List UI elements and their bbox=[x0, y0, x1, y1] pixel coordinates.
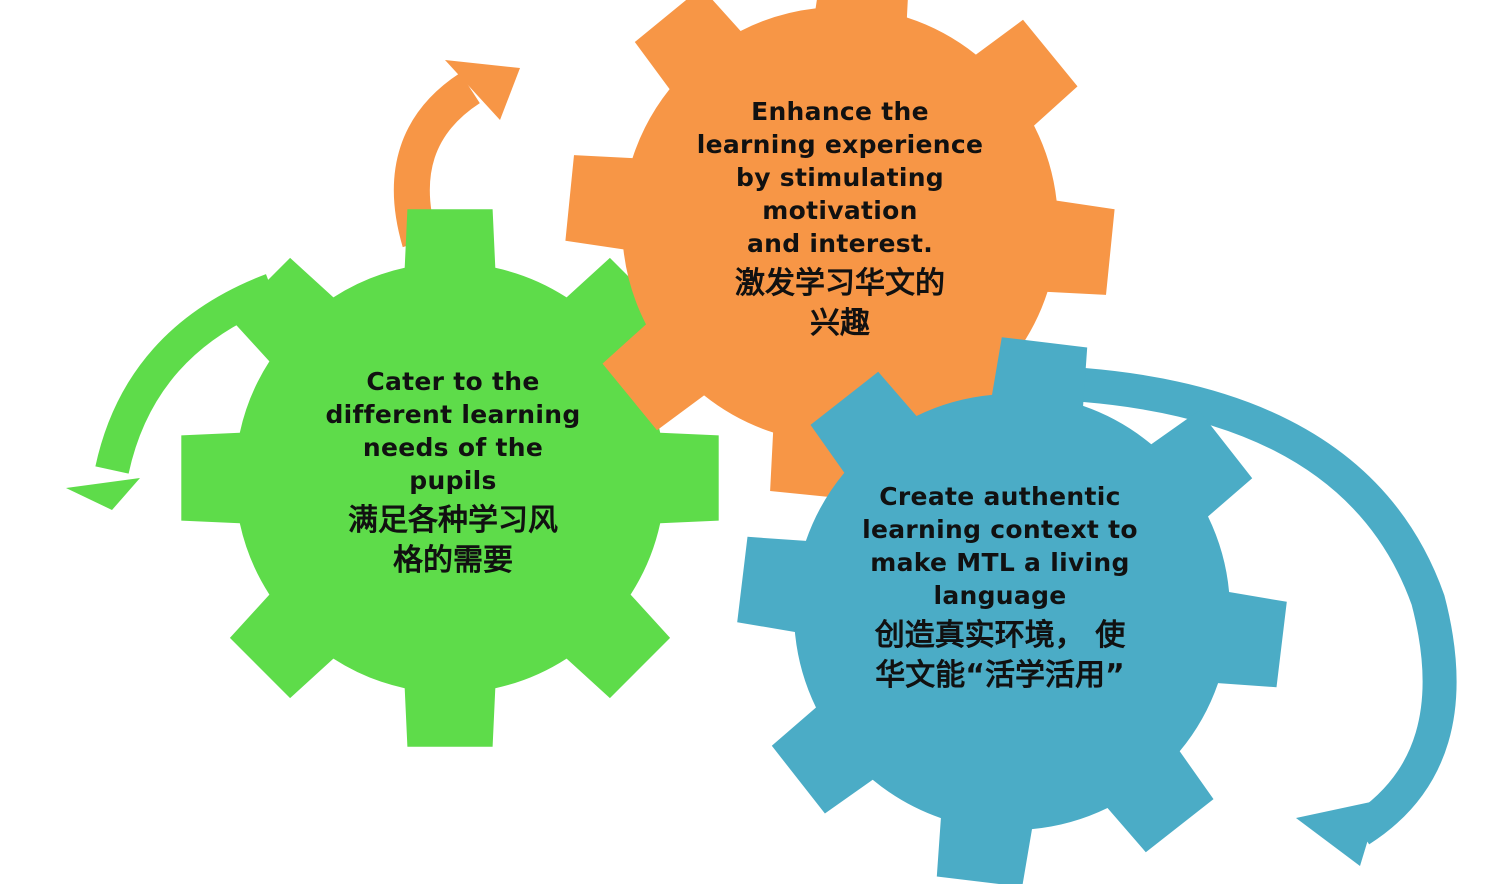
green-gear-chinese-text: 满足各种学习风 格的需要 bbox=[348, 503, 558, 578]
green-gear bbox=[181, 209, 719, 747]
green-gear-label: Cater to the different learning needs of… bbox=[228, 365, 678, 581]
blue-gear-chinese-text: 创造真实环境， 使 华文能“活学活用” bbox=[874, 618, 1126, 693]
green-gear-english-text: Cater to the different learning needs of… bbox=[325, 367, 581, 495]
blue-gear-label: Create authentic learning context to mak… bbox=[770, 480, 1230, 696]
blue-curved-arrow-icon bbox=[999, 364, 1457, 866]
orange-gear-label: Enhance the learning experience by stimu… bbox=[600, 95, 1080, 344]
orange-gear bbox=[565, 0, 1115, 500]
orange-gear-english-text: Enhance the learning experience by stimu… bbox=[696, 97, 984, 258]
orange-gear-chinese-text: 激发学习华文的 兴趣 bbox=[735, 266, 945, 341]
blue-gear bbox=[737, 337, 1287, 884]
blue-gear-english-text: Create authentic learning context to mak… bbox=[862, 482, 1138, 610]
green-curved-arrow-icon bbox=[66, 274, 279, 510]
